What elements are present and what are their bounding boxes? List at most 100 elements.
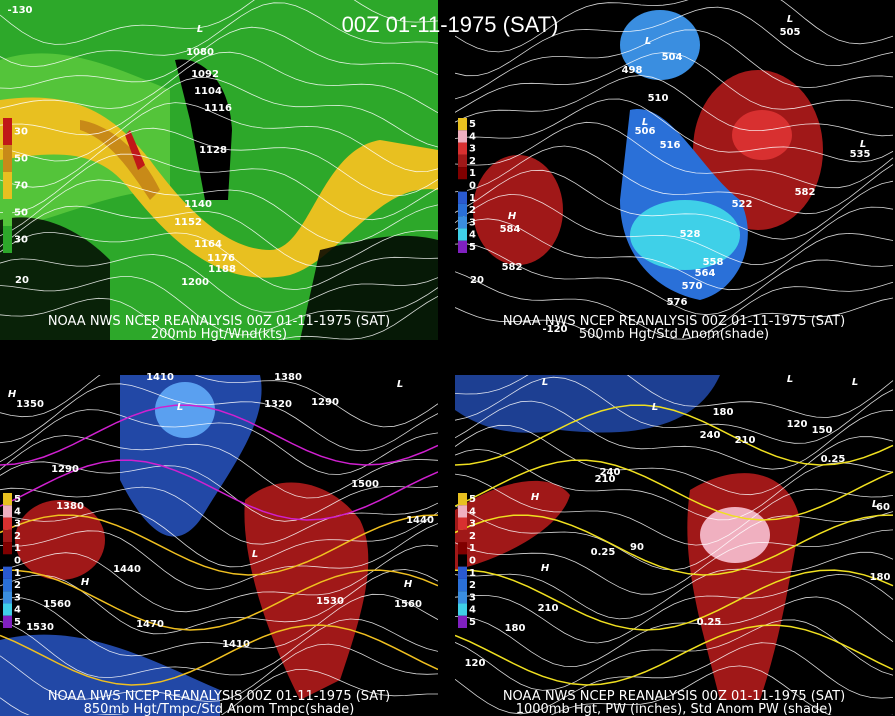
legend-swatch [3,591,12,604]
contour-label: 1380 [56,501,84,512]
contour-label: 1530 [316,596,344,607]
contour-label: H [404,579,413,590]
contour-label: L [787,374,793,385]
positive-anomaly [473,155,563,265]
contour-label: L [542,377,548,388]
contour-label: H [541,563,550,574]
contour-label: 1290 [51,464,79,475]
contour-label: 504 [662,52,683,63]
legend-swatch [3,199,12,226]
contour-label: 180 [713,407,734,418]
contour-label: 240 [600,467,621,478]
contour-line [0,26,438,89]
panel-200mb [0,0,438,340]
contour-label: 584 [500,224,521,235]
isotherm-line [0,404,438,466]
contour-line [455,75,894,137]
contour-label: 0.25 [697,617,722,628]
contour-line [455,145,894,215]
negative-anomaly [155,382,215,438]
contour-line [0,153,438,221]
legend-swatch [3,554,12,567]
contour-label: 210 [538,603,559,614]
contour-label: L [852,377,858,388]
contour-line [0,102,438,173]
positive-anomaly [455,480,570,570]
contour-label: L [787,14,793,25]
contour-label: L [652,402,658,413]
contour-line [455,505,894,571]
contour-line [0,643,438,702]
contour-line [455,642,894,715]
contour-label: 1164 [194,239,222,250]
contour-label: 516 [660,140,681,151]
contour-label: 20 [15,275,29,286]
contour-line [0,508,438,568]
contour-line [0,77,438,148]
contour-line [455,121,894,189]
contour-label: L [642,117,648,128]
legend-swatch [458,542,467,555]
legend-label: 2 [14,580,21,591]
contour-line [0,618,438,679]
contour-line [550,665,893,715]
legend-swatch [458,216,467,229]
legend-label: 3 [469,217,476,228]
contour-label: 582 [795,187,816,198]
contour-line [455,551,894,620]
legend-swatch [458,228,467,241]
legend-swatch [458,615,467,628]
legend-label: 30 [14,235,28,246]
contour-line [0,544,438,613]
contour-label: L [860,139,866,150]
legend-swatch [458,240,467,253]
contour-line [455,473,894,546]
contour-label: 1440 [406,515,434,526]
contour-label: 522 [732,199,753,210]
legend-label: 4 [14,605,21,616]
legend-swatch [3,118,12,145]
contour-label: 210 [735,435,756,446]
contour-label: 582 [502,262,523,273]
calm-zone [175,59,232,201]
legend-swatch [3,615,12,628]
contour-label: L [645,36,651,47]
legend-swatch [3,226,12,253]
legend-label: 5 [469,242,476,253]
contour-label: 1092 [191,69,219,80]
contour-label: 1152 [174,217,202,228]
legend-swatch [3,566,12,579]
isotherm-line [455,514,894,576]
legend-label: 70 [14,181,28,192]
legend-swatch [458,591,467,604]
contour-label: 1116 [204,103,232,114]
legend-label: 0 [14,556,21,567]
legend-label: 5 [469,617,476,628]
legend-label: 2 [469,531,476,542]
contour-label: 180 [870,572,891,583]
contour-label: 564 [695,268,716,279]
legend-swatch [3,145,12,172]
contour-label: 0.25 [821,454,846,465]
legend-label: 50 [14,208,28,219]
contour-line [455,573,894,644]
contour-line [0,593,438,657]
contour-label: 1140 [184,199,212,210]
contour-label: 180 [505,623,526,634]
contour-label: 1128 [199,145,227,156]
isotherm-line [455,569,894,631]
legend-swatch [3,603,12,616]
legend-swatch [3,505,12,518]
legend-label: 4 [469,605,476,616]
legend-label: 1 [14,568,21,579]
legend-label: 0 [469,556,476,567]
contour-label: 150 [812,425,833,436]
legend-label: 5 [14,617,21,628]
legend-label: 1 [469,168,476,179]
contour-label: -120 [542,324,567,335]
contour-line [455,424,894,496]
contour-line [455,596,894,668]
isotherm-line [455,404,894,466]
legend-label: 5 [469,494,476,505]
legend-label: 3 [469,592,476,603]
